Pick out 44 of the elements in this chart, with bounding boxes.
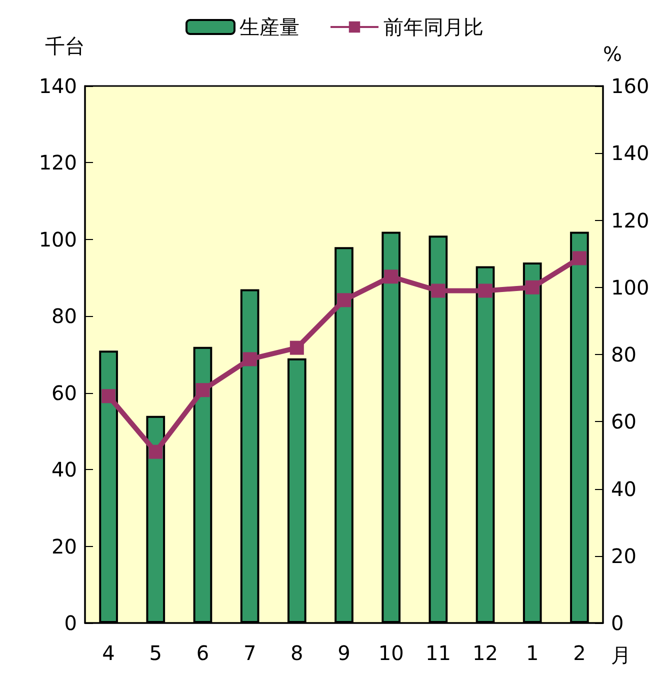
y2-tick-label: 120 (611, 208, 650, 232)
x-tick-label: 1 (526, 641, 539, 665)
y-tick-label: 100 (38, 227, 77, 252)
x-tick-label: 5 (149, 641, 162, 665)
x-axis-title: 月 (611, 643, 631, 667)
x-tick-label: 12 (472, 641, 498, 665)
y2-tick-label: 160 (611, 74, 650, 98)
x-tick-label: 7 (243, 641, 256, 665)
y2-tick-label: 140 (611, 141, 650, 166)
y-tick-label: 140 (38, 74, 77, 98)
point (431, 284, 446, 298)
point (148, 444, 163, 459)
point (384, 270, 398, 284)
x-tick-label: 11 (425, 641, 451, 665)
x-tick-label: 4 (102, 641, 115, 665)
point (525, 280, 540, 294)
x-tick-label: 10 (378, 641, 404, 665)
y-axis-title: 千台 (45, 34, 85, 58)
y2-tick-label: 80 (611, 342, 636, 366)
legend-label: 生産量 (240, 15, 300, 39)
x-tick-label: 9 (338, 641, 350, 665)
point (290, 340, 304, 355)
x-tick-label: 8 (290, 641, 304, 665)
y-tick-label: 120 (38, 150, 77, 175)
point (478, 284, 492, 298)
point (337, 293, 351, 308)
y2-tick-label: 0 (611, 611, 624, 635)
y2-tick-label: 20 (611, 544, 636, 568)
x-tick-label: 2 (573, 641, 586, 665)
point (242, 352, 257, 366)
y2-tick-label: 40 (611, 476, 636, 501)
x-tick-label: 6 (196, 641, 210, 665)
y-tick-label: 20 (52, 534, 77, 558)
point (572, 251, 586, 266)
y2-tick-label: 100 (611, 275, 650, 300)
y-tick-label: 0 (64, 611, 77, 635)
y2-tick-label: 60 (611, 410, 636, 434)
legend-label: 前年同月比 (384, 15, 484, 39)
point (102, 389, 116, 404)
y2-axis-title: % (603, 42, 622, 66)
y-tick-label: 40 (52, 458, 77, 482)
y-tick-label: 80 (52, 304, 77, 328)
point (196, 383, 210, 398)
y-tick-label: 60 (52, 380, 77, 405)
